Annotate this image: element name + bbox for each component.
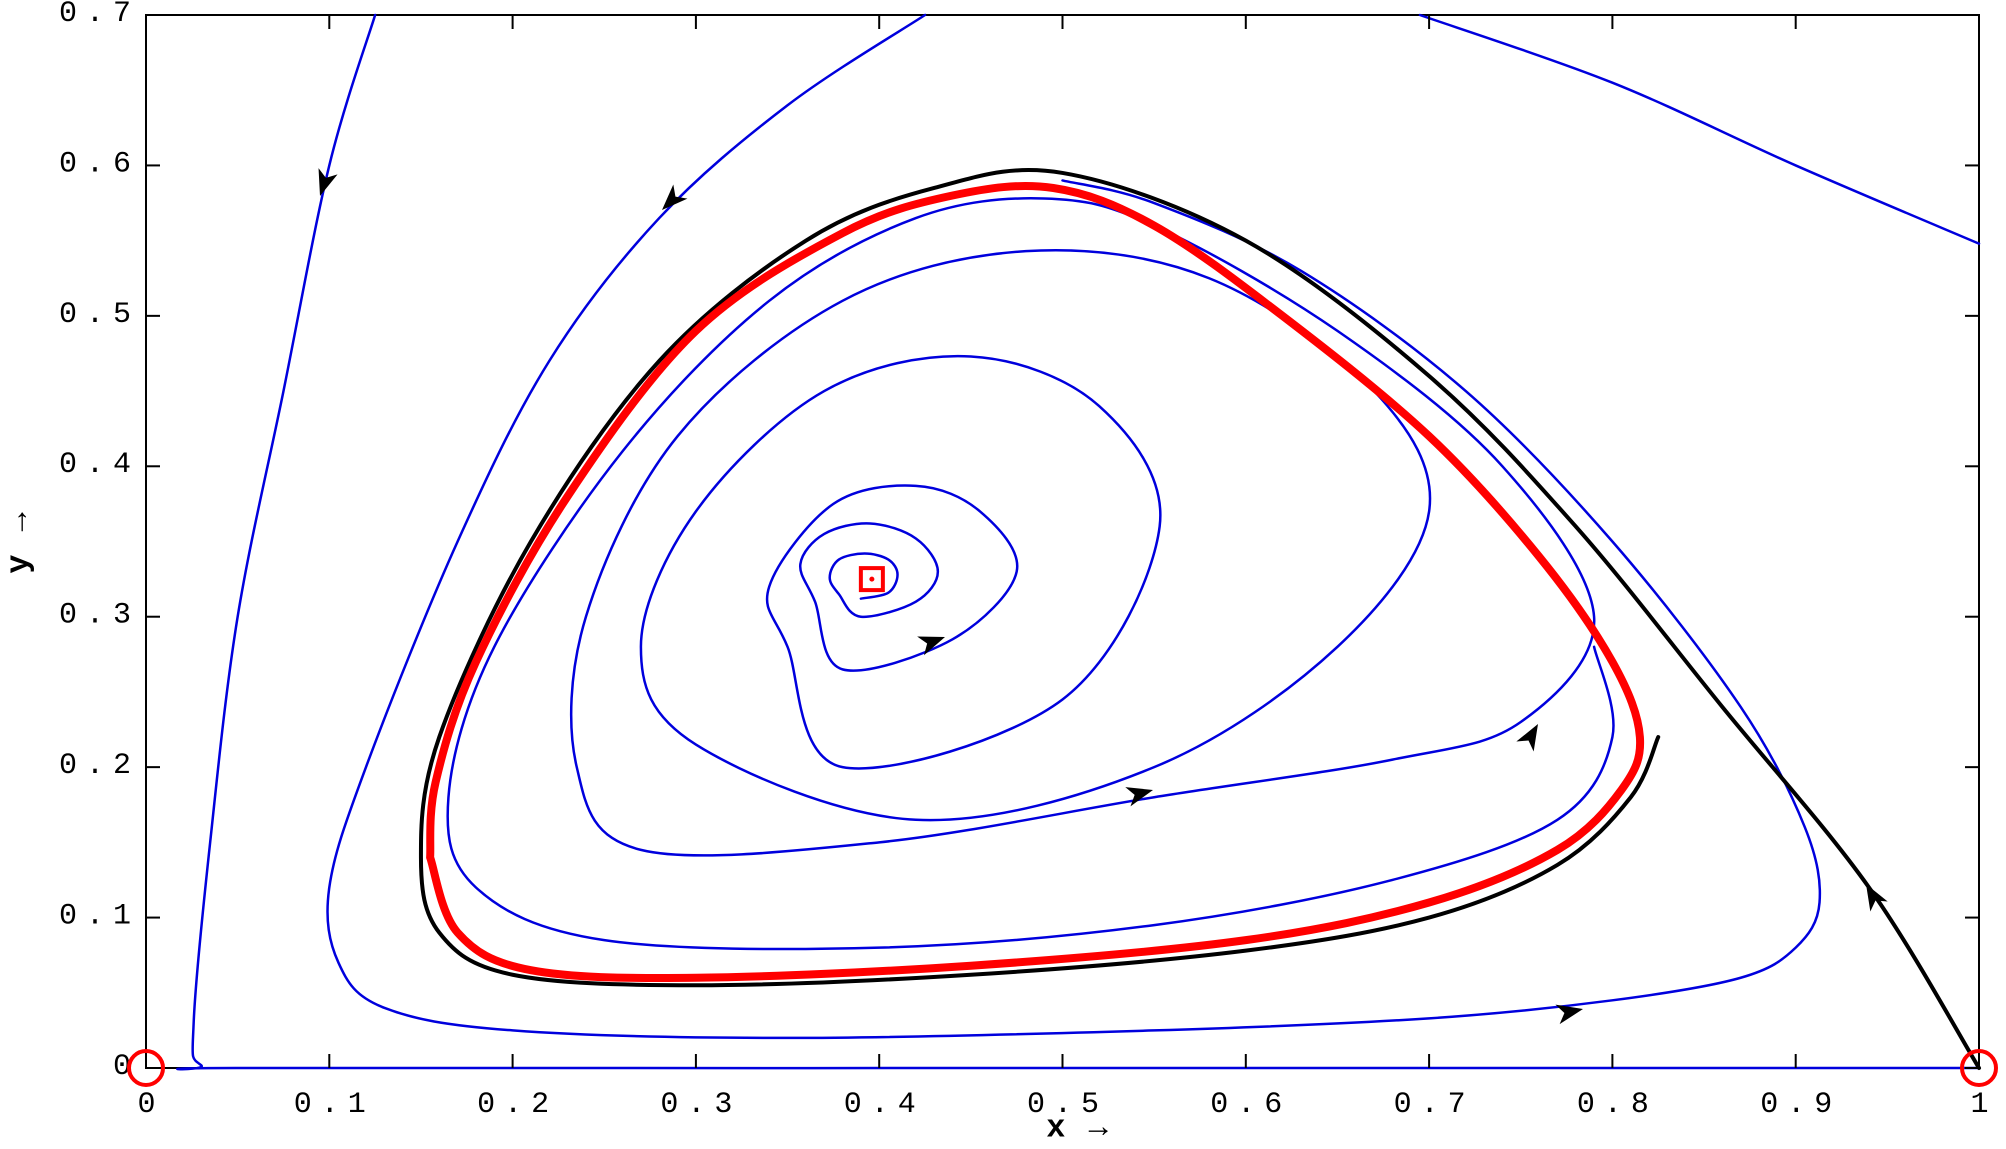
equilibrium-marker bbox=[127, 1049, 165, 1087]
arrow bbox=[917, 636, 945, 656]
trajectory bbox=[326, 13, 1822, 1040]
x-tick-label: 1 bbox=[1970, 1088, 1997, 1122]
equilibrium-dot bbox=[869, 576, 875, 582]
trajectory bbox=[1418, 13, 1981, 245]
arrow bbox=[662, 184, 688, 210]
x-tick-label: 0.1 bbox=[294, 1088, 375, 1122]
x-tick-label: 0.2 bbox=[477, 1088, 558, 1122]
trajectory bbox=[418, 168, 1981, 1070]
equilibrium-marker bbox=[858, 566, 885, 593]
y-axis-title: y → bbox=[0, 510, 37, 574]
y-tick-label: 0.6 bbox=[59, 147, 140, 181]
x-tick-label: 0.4 bbox=[844, 1088, 925, 1122]
y-tick-label: 0.3 bbox=[59, 599, 140, 633]
x-tick-label: 0 bbox=[137, 1088, 164, 1122]
y-tick-label: 0.7 bbox=[59, 0, 140, 31]
trajectory bbox=[426, 181, 1645, 982]
y-tick-label: 0.5 bbox=[59, 298, 140, 332]
trajectory bbox=[446, 197, 1615, 951]
x-tick-label: 0.7 bbox=[1394, 1088, 1475, 1122]
y-tick-label: 0.1 bbox=[59, 899, 140, 933]
arrow bbox=[1555, 1004, 1583, 1025]
y-tick-label: 0 bbox=[113, 1050, 140, 1084]
x-tick-label: 0.8 bbox=[1577, 1088, 1658, 1122]
equilibrium-marker bbox=[1960, 1049, 1998, 1087]
arrow bbox=[1866, 884, 1888, 912]
trajectory bbox=[176, 13, 1981, 1071]
direction-arrows bbox=[318, 168, 1888, 1025]
x-tick-label: 0.5 bbox=[1027, 1088, 1108, 1122]
x-tick-label: 0.3 bbox=[660, 1088, 741, 1122]
x-tick-label: 0.9 bbox=[1760, 1088, 1841, 1122]
y-tick-label: 0.2 bbox=[59, 749, 140, 783]
x-tick-label: 0.6 bbox=[1210, 1088, 1291, 1122]
arrow bbox=[318, 168, 338, 196]
y-tick-label: 0.4 bbox=[59, 448, 140, 482]
arrow bbox=[1125, 787, 1153, 807]
x-axis-title: x → bbox=[1046, 1109, 1110, 1146]
arrow bbox=[1516, 724, 1538, 752]
